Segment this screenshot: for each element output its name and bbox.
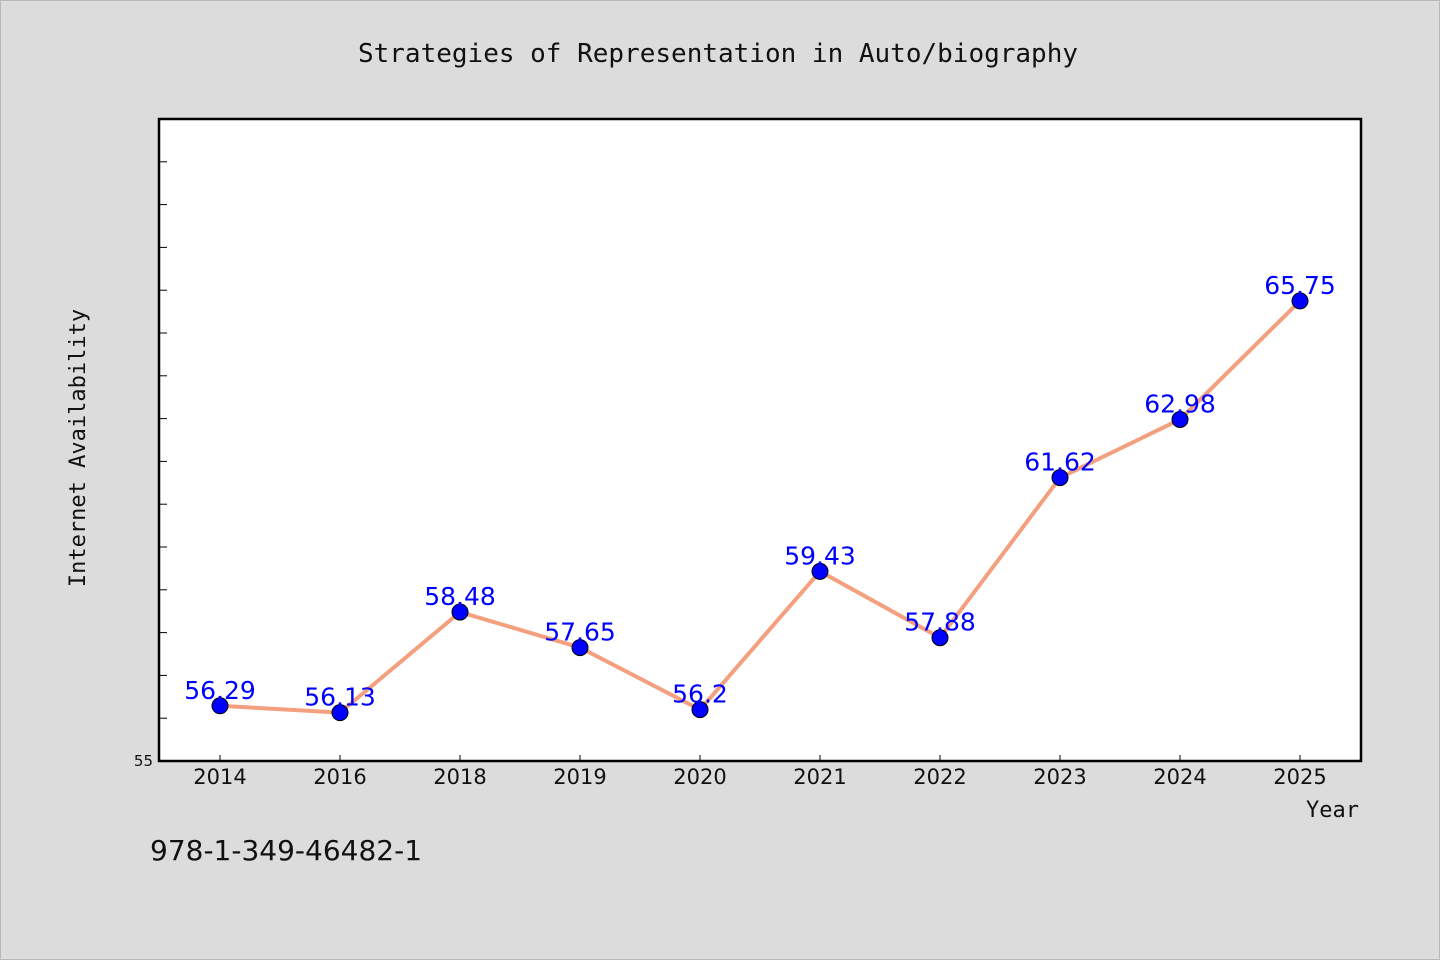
y-axis-ticks: 55 bbox=[134, 161, 167, 770]
data-point bbox=[1171, 410, 1189, 428]
x-axis-ticks: 2014 2016 2018 2019 2020 2021 2022 2023 2024 2025 bbox=[193, 755, 1327, 789]
data-label: 65.75 bbox=[1264, 271, 1336, 300]
data-point bbox=[571, 639, 589, 657]
x-tick-label: 2024 bbox=[1153, 765, 1206, 789]
data-label: 57.88 bbox=[904, 608, 976, 637]
data-label: 56.13 bbox=[304, 683, 376, 712]
x-tick-label: 2022 bbox=[913, 765, 966, 789]
data-label: 59.43 bbox=[784, 541, 856, 570]
series-line bbox=[219, 299, 1302, 715]
data-point bbox=[331, 704, 349, 722]
data-label: 56.29 bbox=[184, 676, 256, 705]
data-point bbox=[811, 562, 829, 580]
x-tick-label: 2020 bbox=[673, 765, 726, 789]
x-tick-label: 2014 bbox=[193, 765, 246, 789]
plot-area bbox=[157, 117, 1363, 763]
chart-title: Strategies of Representation in Auto/bio… bbox=[358, 39, 1078, 69]
x-tick-label: 2018 bbox=[433, 765, 486, 789]
x-axis-title: Year bbox=[1306, 798, 1359, 823]
data-point bbox=[1291, 292, 1309, 310]
data-point bbox=[931, 629, 949, 647]
y-tick-label: 55 bbox=[134, 752, 153, 770]
data-label: 57.65 bbox=[544, 618, 616, 647]
data-series: 56.29 56.13 58.48 57.65 56.2 59.43 57.88 61.62 6… bbox=[184, 271, 1336, 722]
data-label: 62.98 bbox=[1144, 389, 1216, 418]
x-tick-label: 2025 bbox=[1273, 765, 1326, 789]
data-point bbox=[211, 697, 229, 715]
data-label: 58.48 bbox=[424, 582, 496, 611]
data-point bbox=[1051, 469, 1069, 487]
x-tick-label: 2019 bbox=[553, 765, 606, 789]
x-tick-label: 2016 bbox=[313, 765, 366, 789]
x-tick-label: 2023 bbox=[1033, 765, 1086, 789]
data-label: 61.62 bbox=[1024, 448, 1096, 477]
y-axis-title: Internet Availability bbox=[66, 309, 91, 587]
data-label: 56.2 bbox=[672, 680, 728, 709]
data-point bbox=[691, 701, 709, 719]
isbn-caption: 978-1-349-46482-1 bbox=[150, 834, 423, 867]
data-point bbox=[451, 603, 469, 621]
x-tick-label: 2021 bbox=[793, 765, 846, 789]
